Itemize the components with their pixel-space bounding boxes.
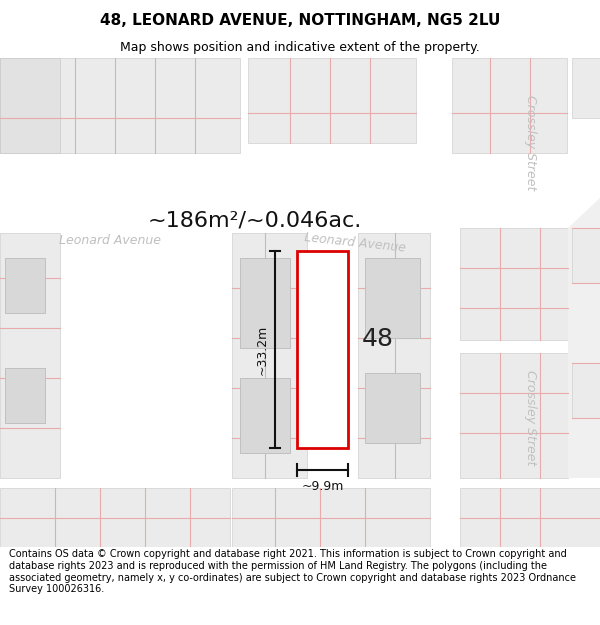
Bar [460, 228, 568, 340]
Bar [0, 58, 60, 153]
Text: Crossley Street: Crossley Street [523, 95, 536, 191]
Bar [365, 258, 420, 338]
Bar [572, 58, 600, 118]
Bar [248, 58, 416, 143]
Polygon shape [568, 198, 600, 478]
Bar [460, 353, 568, 478]
Text: ~186m²/~0.046ac.: ~186m²/~0.046ac. [148, 210, 362, 230]
Bar [297, 251, 348, 448]
Bar [572, 228, 600, 283]
Bar [5, 368, 45, 423]
Bar [240, 378, 290, 453]
Text: Leonard Avenue: Leonard Avenue [59, 234, 161, 248]
Bar [232, 233, 307, 478]
Bar [365, 373, 420, 443]
Bar [452, 58, 567, 153]
Bar [0, 58, 240, 153]
Bar [0, 488, 230, 547]
Text: Map shows position and indicative extent of the property.: Map shows position and indicative extent… [120, 41, 480, 54]
Bar [240, 258, 290, 348]
Bar [572, 363, 600, 418]
Text: 48: 48 [362, 328, 394, 351]
Text: ~9.9m: ~9.9m [301, 480, 344, 493]
Bar [460, 488, 600, 547]
Bar [5, 258, 45, 313]
Bar [232, 488, 430, 547]
Text: Contains OS data © Crown copyright and database right 2021. This information is : Contains OS data © Crown copyright and d… [9, 549, 576, 594]
Text: ~33.2m: ~33.2m [256, 324, 269, 374]
Bar [0, 233, 60, 478]
Text: 48, LEONARD AVENUE, NOTTINGHAM, NG5 2LU: 48, LEONARD AVENUE, NOTTINGHAM, NG5 2LU [100, 12, 500, 28]
Text: Crossley Street: Crossley Street [523, 370, 536, 466]
Bar [358, 233, 430, 478]
Text: Leonard Avenue: Leonard Avenue [304, 231, 406, 255]
